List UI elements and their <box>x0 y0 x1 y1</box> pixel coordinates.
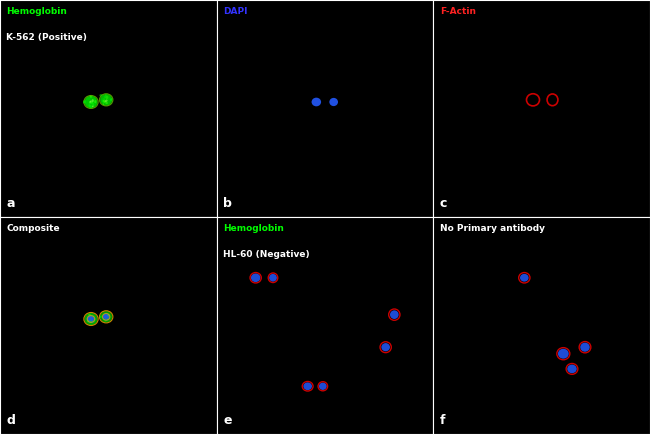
Ellipse shape <box>93 101 94 102</box>
Text: Composite: Composite <box>6 224 60 233</box>
Text: a: a <box>6 197 15 210</box>
Ellipse shape <box>105 102 108 104</box>
Ellipse shape <box>99 94 102 96</box>
Text: b: b <box>223 197 232 210</box>
Ellipse shape <box>86 315 96 323</box>
Ellipse shape <box>101 100 104 102</box>
Ellipse shape <box>89 105 92 108</box>
Ellipse shape <box>382 343 390 352</box>
Ellipse shape <box>107 319 109 320</box>
Text: DAPI: DAPI <box>223 7 248 16</box>
Text: d: d <box>6 414 16 427</box>
Ellipse shape <box>520 274 528 282</box>
Ellipse shape <box>92 319 93 320</box>
Ellipse shape <box>107 317 109 319</box>
Ellipse shape <box>84 96 98 108</box>
Ellipse shape <box>251 273 261 282</box>
Ellipse shape <box>105 99 108 102</box>
Ellipse shape <box>104 320 107 322</box>
Ellipse shape <box>107 97 109 100</box>
Ellipse shape <box>90 318 91 320</box>
Ellipse shape <box>100 311 112 322</box>
Ellipse shape <box>390 310 398 319</box>
Ellipse shape <box>99 316 102 318</box>
Ellipse shape <box>90 316 92 319</box>
Ellipse shape <box>83 100 86 104</box>
Ellipse shape <box>102 313 110 320</box>
Ellipse shape <box>104 315 109 319</box>
Text: e: e <box>223 414 231 427</box>
Text: f: f <box>440 414 445 427</box>
Text: F-Actin: F-Actin <box>440 7 476 16</box>
Ellipse shape <box>319 383 327 390</box>
Ellipse shape <box>93 321 95 322</box>
Text: No Primary antibody: No Primary antibody <box>440 224 545 233</box>
Text: c: c <box>440 197 447 210</box>
Ellipse shape <box>103 99 105 101</box>
Ellipse shape <box>90 318 91 319</box>
Ellipse shape <box>92 316 95 317</box>
Ellipse shape <box>84 313 98 325</box>
Ellipse shape <box>558 349 569 358</box>
Ellipse shape <box>304 382 312 390</box>
Ellipse shape <box>92 103 94 105</box>
Ellipse shape <box>107 314 110 317</box>
Ellipse shape <box>580 342 590 352</box>
Ellipse shape <box>92 105 94 107</box>
Text: HL-60 (Negative): HL-60 (Negative) <box>223 250 310 259</box>
Ellipse shape <box>90 320 92 322</box>
Ellipse shape <box>90 321 92 323</box>
Ellipse shape <box>104 317 105 319</box>
Text: Hemoglobin: Hemoglobin <box>6 7 68 16</box>
Ellipse shape <box>105 317 107 319</box>
Ellipse shape <box>105 96 109 99</box>
Ellipse shape <box>91 102 93 103</box>
Ellipse shape <box>88 314 91 316</box>
Ellipse shape <box>93 319 96 321</box>
Ellipse shape <box>111 98 112 101</box>
Ellipse shape <box>94 102 98 105</box>
Ellipse shape <box>107 315 109 316</box>
Ellipse shape <box>103 98 105 100</box>
Text: K-562 (Positive): K-562 (Positive) <box>6 33 87 42</box>
Ellipse shape <box>330 98 338 106</box>
Ellipse shape <box>92 101 94 102</box>
Ellipse shape <box>90 95 92 98</box>
Ellipse shape <box>100 94 112 105</box>
Ellipse shape <box>90 100 93 103</box>
Ellipse shape <box>104 95 107 98</box>
Text: Hemoglobin: Hemoglobin <box>223 224 284 233</box>
Ellipse shape <box>105 94 107 96</box>
Ellipse shape <box>89 101 92 103</box>
Ellipse shape <box>94 100 96 103</box>
Ellipse shape <box>88 104 90 107</box>
Ellipse shape <box>92 103 94 105</box>
Ellipse shape <box>88 105 92 108</box>
Ellipse shape <box>89 102 92 104</box>
Ellipse shape <box>91 102 93 103</box>
Ellipse shape <box>311 98 321 106</box>
Ellipse shape <box>269 274 277 282</box>
Ellipse shape <box>103 99 105 103</box>
Ellipse shape <box>567 365 577 373</box>
Ellipse shape <box>107 315 108 316</box>
Ellipse shape <box>92 99 94 102</box>
Ellipse shape <box>88 317 94 321</box>
Ellipse shape <box>103 103 104 105</box>
Ellipse shape <box>90 319 92 321</box>
Ellipse shape <box>87 320 89 322</box>
Ellipse shape <box>102 98 104 100</box>
